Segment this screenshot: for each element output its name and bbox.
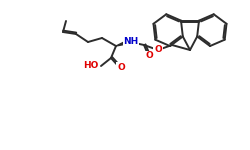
Text: NH: NH	[124, 38, 138, 46]
Text: O: O	[117, 63, 125, 72]
Text: HO: HO	[82, 61, 98, 70]
Text: O: O	[154, 45, 162, 54]
Polygon shape	[116, 40, 128, 46]
Text: O: O	[145, 51, 153, 60]
